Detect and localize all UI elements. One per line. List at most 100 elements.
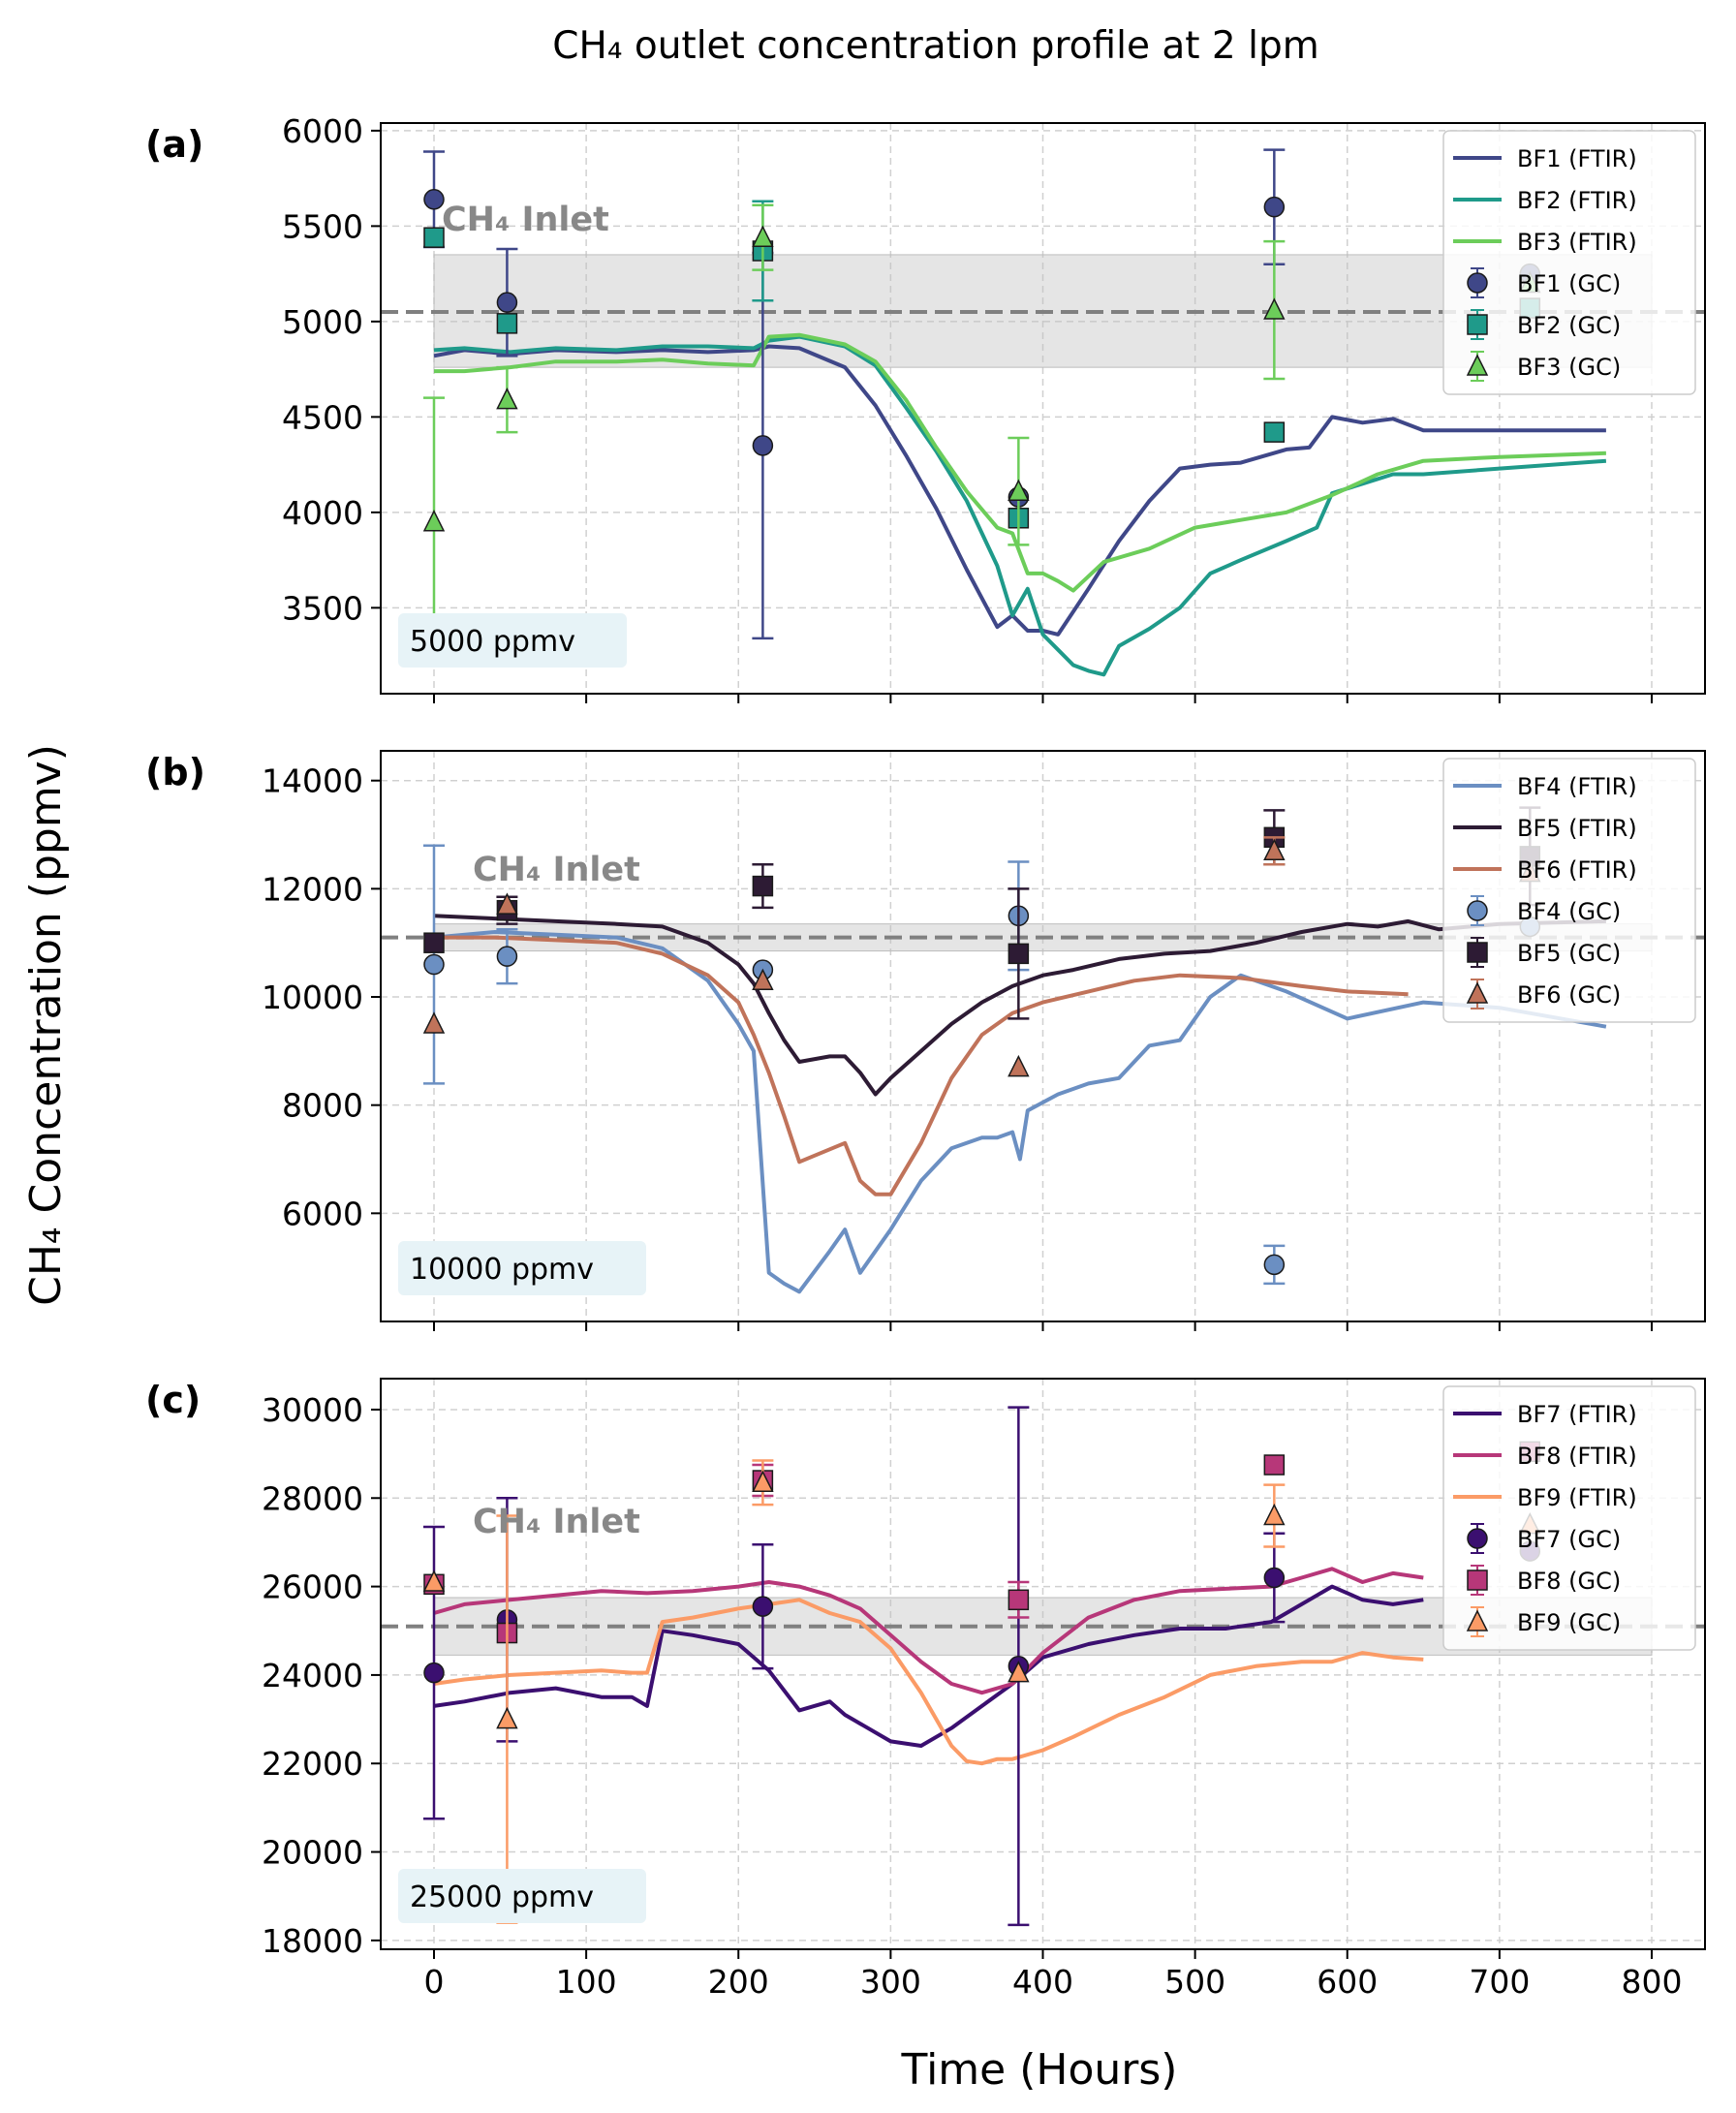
y-axis-title: CH₄ Concentration (ppmv): [21, 744, 71, 1306]
concentration-label: 5000 ppmv: [410, 625, 575, 659]
legend-label: BF9 (GC): [1517, 1609, 1621, 1636]
y-tick-label: 5500: [282, 207, 363, 245]
legend-label: BF5 (GC): [1517, 940, 1621, 967]
y-tick-label: 12000: [262, 870, 363, 908]
y-tick-label: 4000: [282, 494, 363, 532]
data-point: [1263, 196, 1286, 218]
x-tick-label: 300: [860, 1963, 921, 2001]
legend: BF4 (FTIR) BF5 (FTIR) BF6 (FTIR) BF4 (GC) BF…: [1442, 758, 1696, 1023]
data-point: [423, 953, 445, 976]
data-point: [752, 1470, 774, 1493]
legend-label: BF7 (GC): [1517, 1526, 1621, 1553]
data-point: [752, 435, 774, 456]
y-tick-label: 18000: [262, 1922, 363, 1960]
panel-tag: (c): [145, 1379, 201, 1421]
legend-label: BF4 (GC): [1517, 898, 1621, 925]
y-tick-label: 3500: [282, 589, 363, 627]
panel-2: 6000 8000 10000 12000 14000 (b) CH₄ Inlet 10000…: [145, 750, 1706, 1331]
data-point: [1008, 1054, 1030, 1077]
legend-label: BF5 (FTIR): [1517, 815, 1637, 842]
y-tick-label: 24000: [262, 1657, 363, 1694]
series-line: [433, 334, 1607, 677]
inlet-label: CH₄ Inlet: [442, 201, 609, 239]
data-point: [1263, 1254, 1286, 1276]
series-line: [433, 344, 1606, 637]
series-line: [433, 1567, 1424, 1695]
legend-label: BF1 (FTIR): [1517, 145, 1637, 172]
data-point: [496, 292, 518, 313]
data-point: [752, 1596, 774, 1617]
data-point: [422, 1569, 446, 1592]
data-point: [1008, 1660, 1030, 1683]
legend-marker-swatch: [1467, 1569, 1488, 1591]
series-line: [433, 914, 1606, 1097]
series-line: [434, 935, 1409, 1196]
data-point: [1263, 1567, 1286, 1589]
x-tick-label: 200: [708, 1963, 769, 2001]
legend-label: BF3 (FTIR): [1517, 229, 1637, 256]
legend-label: BF2 (FTIR): [1517, 187, 1637, 214]
data-point: [1263, 838, 1286, 861]
concentration-label: 25000 ppmv: [410, 1880, 594, 1914]
x-tick-label: 700: [1469, 1963, 1530, 2001]
x-tick-label: 100: [556, 1963, 617, 2001]
panel-3: 0 100 200 300 400 500 600 700 800 18000 20000 22000…: [145, 1378, 1706, 2001]
legend: BF1 (FTIR) BF2 (FTIR) BF3 (FTIR) BF1 (GC) BF…: [1442, 130, 1696, 395]
y-tick-label: 10000: [262, 979, 363, 1016]
data-point: [496, 946, 518, 967]
legend: BF7 (FTIR) BF8 (FTIR) BF9 (FTIR) BF7 (GC) BF…: [1442, 1385, 1696, 1651]
y-tick-label: 6000: [282, 1195, 363, 1232]
panel-tag: (b): [145, 751, 205, 793]
x-tick-label: 500: [1164, 1963, 1225, 2001]
data-point: [496, 387, 518, 410]
data-point: [1263, 1454, 1286, 1476]
legend-marker-swatch: [1467, 1528, 1488, 1549]
y-tick-label: 6000: [282, 112, 363, 150]
x-tick-label: 0: [423, 1963, 444, 2001]
data-point: [1263, 297, 1286, 320]
legend-box: [1442, 1385, 1696, 1651]
data-point: [1008, 479, 1030, 501]
figure-title: CH₄ outlet concentration profile at 2 lp…: [552, 24, 1318, 68]
x-axis-title: Time (Hours): [901, 2045, 1178, 2095]
data-point: [423, 189, 445, 210]
legend-marker-swatch: [1467, 314, 1488, 335]
inlet-label: CH₄ Inlet: [473, 851, 640, 889]
legend-label: BF8 (GC): [1517, 1568, 1621, 1595]
legend-box: [1442, 130, 1696, 395]
legend-label: BF6 (GC): [1517, 981, 1621, 1009]
data-point: [496, 892, 518, 915]
y-tick-label: 14000: [262, 762, 363, 800]
y-tick-label: 30000: [262, 1391, 363, 1429]
legend-label: BF8 (FTIR): [1517, 1443, 1637, 1470]
legend-marker-swatch: [1466, 981, 1489, 1004]
data-point: [422, 1011, 446, 1034]
y-tick-label: 26000: [262, 1569, 363, 1606]
data-point: [423, 932, 445, 953]
y-tick-label: 5000: [282, 303, 363, 341]
y-tick-label: 8000: [282, 1087, 363, 1125]
x-tick-label: 800: [1622, 1963, 1683, 2001]
data-point: [422, 510, 446, 532]
data-point: [1008, 1589, 1030, 1611]
series-line: [433, 1598, 1424, 1766]
concentration-badge: [398, 1869, 646, 1923]
legend-label: BF3 (GC): [1517, 354, 1621, 381]
data-point: [752, 225, 774, 247]
legend-marker-swatch: [1466, 354, 1489, 376]
concentration-label: 10000 ppmv: [410, 1253, 594, 1287]
data-point: [1263, 421, 1286, 443]
data-point: [1008, 943, 1030, 965]
series-line: [434, 332, 1606, 593]
data-point: [423, 1662, 445, 1684]
legend-label: BF4 (FTIR): [1517, 773, 1637, 800]
data-point: [496, 313, 518, 334]
data-point: [423, 227, 445, 248]
legend-marker-swatch: [1467, 900, 1488, 921]
legend-box: [1442, 758, 1696, 1023]
series-line: [433, 930, 1607, 1294]
concentration-badge: [398, 1241, 646, 1295]
y-tick-label: 28000: [262, 1479, 363, 1517]
